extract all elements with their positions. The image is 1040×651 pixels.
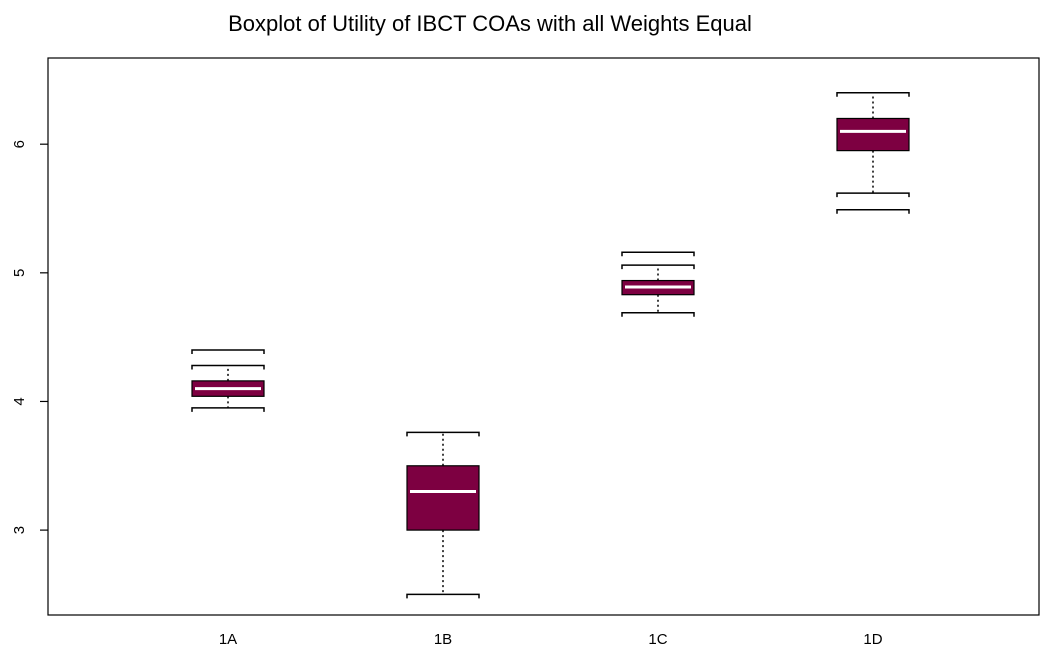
y-tick-label: 6 — [11, 140, 28, 148]
whisker-cap — [191, 349, 265, 355]
whisker-cap — [621, 264, 695, 270]
x-tick-label: 1B — [434, 631, 452, 648]
whisker-cap — [836, 192, 910, 198]
y-tick-label: 3 — [11, 526, 28, 534]
y-tick-label: 5 — [11, 269, 28, 277]
box — [406, 465, 480, 531]
plot-frame — [47, 57, 1040, 616]
x-tick-label: 1D — [863, 631, 882, 648]
whisker-cap — [836, 209, 910, 214]
x-tick-label: 1C — [648, 631, 667, 648]
whisker-cap — [621, 311, 695, 317]
x-tick-label: 1A — [219, 631, 237, 648]
chart-title: Boxplot of Utility of IBCT COAs with all… — [228, 11, 752, 36]
box — [836, 117, 910, 152]
whisker-cap — [191, 407, 265, 412]
whisker-cap — [406, 431, 480, 437]
whisker-cap — [191, 364, 265, 370]
whisker-cap — [621, 251, 695, 257]
whisker-cap — [836, 91, 910, 97]
whisker-cap — [406, 593, 480, 599]
y-tick-label: 4 — [11, 397, 28, 405]
